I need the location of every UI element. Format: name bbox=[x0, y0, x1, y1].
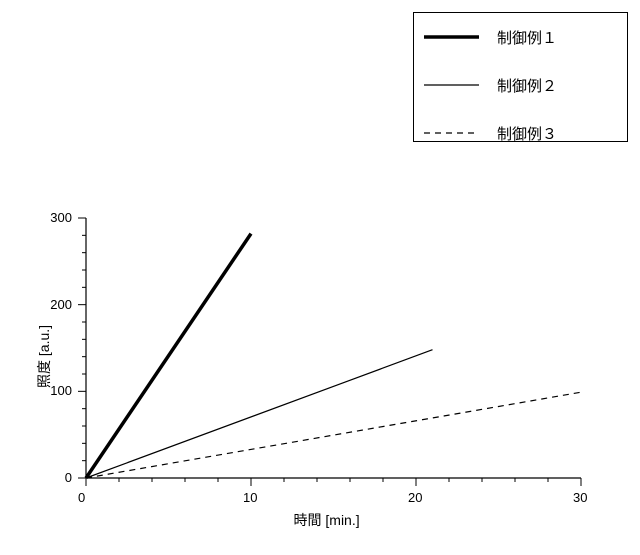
line-chart bbox=[86, 218, 581, 478]
x-axis-label: 時間 [min.] bbox=[294, 510, 360, 530]
series-line bbox=[86, 234, 251, 478]
y-tick-label: 200 bbox=[50, 297, 72, 312]
legend-label: 制御例２ bbox=[497, 75, 557, 96]
x-tick-label: 30 bbox=[573, 490, 587, 505]
x-tick-label: 0 bbox=[78, 490, 85, 505]
legend-swatch-1 bbox=[424, 31, 479, 43]
y-axis-label: 照度 [a.u.] bbox=[34, 325, 54, 388]
x-tick-label: 20 bbox=[408, 490, 422, 505]
chart-svg bbox=[86, 218, 581, 478]
legend-label: 制御例１ bbox=[497, 27, 557, 48]
legend: 制御例１ 制御例２ 制御例３ bbox=[413, 12, 628, 142]
legend-swatch-2 bbox=[424, 79, 479, 91]
y-tick-label: 100 bbox=[50, 383, 72, 398]
legend-label: 制御例３ bbox=[497, 123, 557, 144]
series-line bbox=[86, 392, 581, 478]
legend-item: 制御例１ bbox=[414, 13, 627, 61]
legend-swatch-3 bbox=[424, 127, 479, 139]
y-tick-label: 0 bbox=[65, 470, 72, 485]
x-tick-label: 10 bbox=[243, 490, 257, 505]
y-tick-label: 300 bbox=[50, 210, 72, 225]
series-line bbox=[86, 350, 433, 478]
legend-item: 制御例２ bbox=[414, 61, 627, 109]
legend-item: 制御例３ bbox=[414, 109, 627, 157]
